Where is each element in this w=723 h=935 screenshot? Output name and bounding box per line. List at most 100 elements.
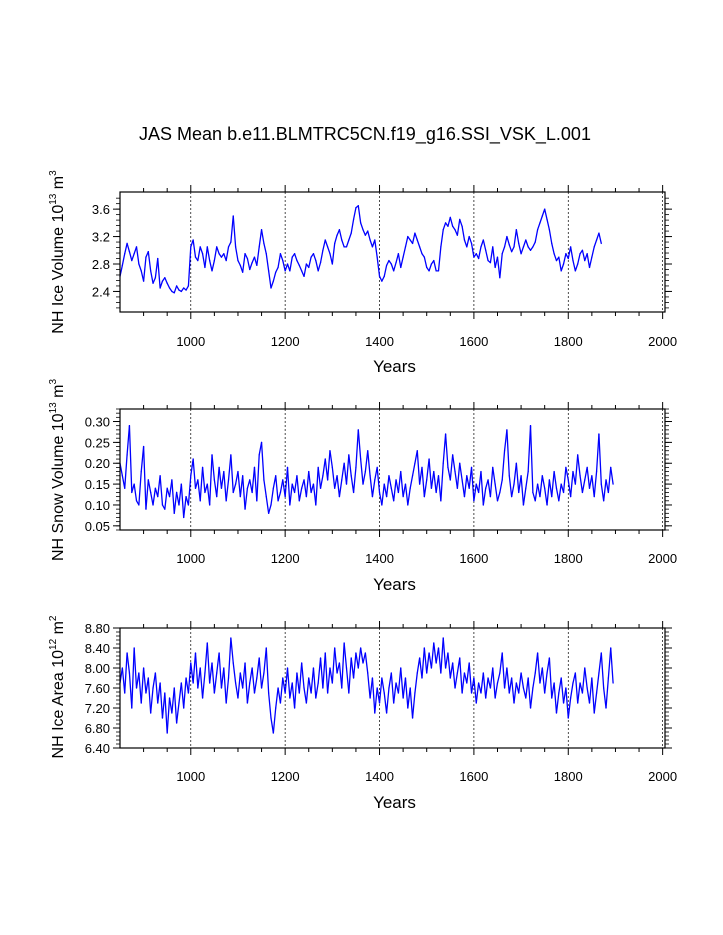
series-segment (357, 647, 362, 669)
series-segment (520, 672, 525, 689)
series-segment (352, 466, 357, 494)
series-segment (388, 259, 392, 265)
series-segment (577, 253, 581, 265)
series-segment (244, 253, 249, 260)
series-segment (595, 672, 600, 694)
series-segment (426, 652, 430, 674)
series-segment (506, 667, 510, 694)
series-segment (581, 667, 586, 694)
y-axis-label-unit-exponent: 3 (48, 170, 59, 176)
series-segment (461, 479, 466, 498)
series-segment (303, 479, 308, 498)
series-segment (171, 687, 175, 714)
series-segment (374, 687, 378, 714)
series-segment (577, 682, 581, 704)
series-segment (569, 682, 574, 699)
series-segment (343, 642, 348, 669)
series-segment (359, 458, 364, 485)
series-segment (331, 242, 336, 265)
series-segment (381, 483, 385, 506)
series-segment (185, 285, 190, 291)
series-segment (456, 218, 461, 236)
series-segment (423, 479, 428, 498)
series-segment (168, 287, 173, 293)
series-segment (546, 218, 551, 231)
series-segment (600, 483, 605, 502)
series-segment (489, 246, 494, 264)
series-segment (400, 667, 404, 699)
series-segment (407, 235, 411, 241)
series-segment (454, 672, 459, 689)
series-segment (138, 263, 142, 272)
series-segment (411, 462, 416, 477)
series-segment (475, 682, 480, 704)
series-segment (322, 458, 326, 477)
series-segment (322, 239, 326, 251)
series-segment (253, 466, 258, 502)
series-segment (355, 652, 359, 669)
series-segment (279, 677, 284, 704)
series-segment (588, 256, 593, 269)
series-segment (317, 466, 322, 489)
series-segment (400, 256, 404, 269)
series-segment (385, 259, 390, 267)
series-segment (341, 462, 345, 481)
series-segment (388, 475, 392, 489)
series-segment (326, 667, 331, 694)
series-segment (404, 235, 409, 248)
series-segment (275, 475, 279, 502)
series-segment (147, 251, 152, 272)
series-segment (315, 466, 319, 506)
series-segment (544, 672, 548, 694)
series-segment (499, 479, 503, 494)
series-segment (553, 253, 558, 262)
series-segment (428, 458, 433, 489)
series-segment (383, 264, 388, 277)
series-segment (218, 652, 223, 689)
y-tick-label: 6.80 (85, 721, 110, 736)
series-segment (211, 454, 216, 481)
series-segment (147, 677, 152, 714)
series-segment (237, 672, 241, 699)
series-segment (565, 687, 569, 719)
series-segment (270, 280, 275, 289)
series-segment (150, 270, 154, 284)
series-segment (258, 657, 263, 689)
x-tick-label: 1800 (554, 551, 583, 566)
series-segment (591, 246, 595, 258)
series-segment (126, 652, 131, 674)
y-tick-label: 0.05 (85, 519, 110, 534)
series-segment (598, 433, 602, 485)
series-segment (289, 256, 293, 272)
series-segment (138, 470, 142, 506)
series-segment (197, 246, 201, 262)
series-segment (409, 475, 414, 489)
series-segment (142, 445, 147, 510)
series-segment (411, 692, 416, 719)
series-segment (430, 642, 435, 669)
series-segment (466, 235, 470, 248)
series-segment (506, 235, 510, 246)
series-segment (180, 682, 185, 709)
series-segment (131, 253, 135, 262)
series-segment (124, 242, 128, 255)
series-segment (270, 487, 275, 506)
series-segment (470, 466, 475, 502)
series-segment (345, 667, 350, 694)
series-segment (147, 479, 152, 494)
series-segment (232, 483, 237, 494)
series-segment (199, 667, 204, 699)
series-segment (175, 285, 180, 291)
series-segment (362, 470, 367, 485)
series-segment (263, 479, 267, 498)
series-segment (393, 479, 397, 502)
series-segment (421, 466, 426, 498)
series-segment (513, 462, 518, 485)
x-axis-label: Years (373, 357, 416, 376)
series-segment (133, 647, 138, 689)
series-segment (303, 263, 308, 277)
series-segment (350, 218, 355, 234)
x-tick-label: 1400 (365, 769, 394, 784)
series-segment (409, 687, 414, 719)
series-segment (411, 232, 416, 245)
